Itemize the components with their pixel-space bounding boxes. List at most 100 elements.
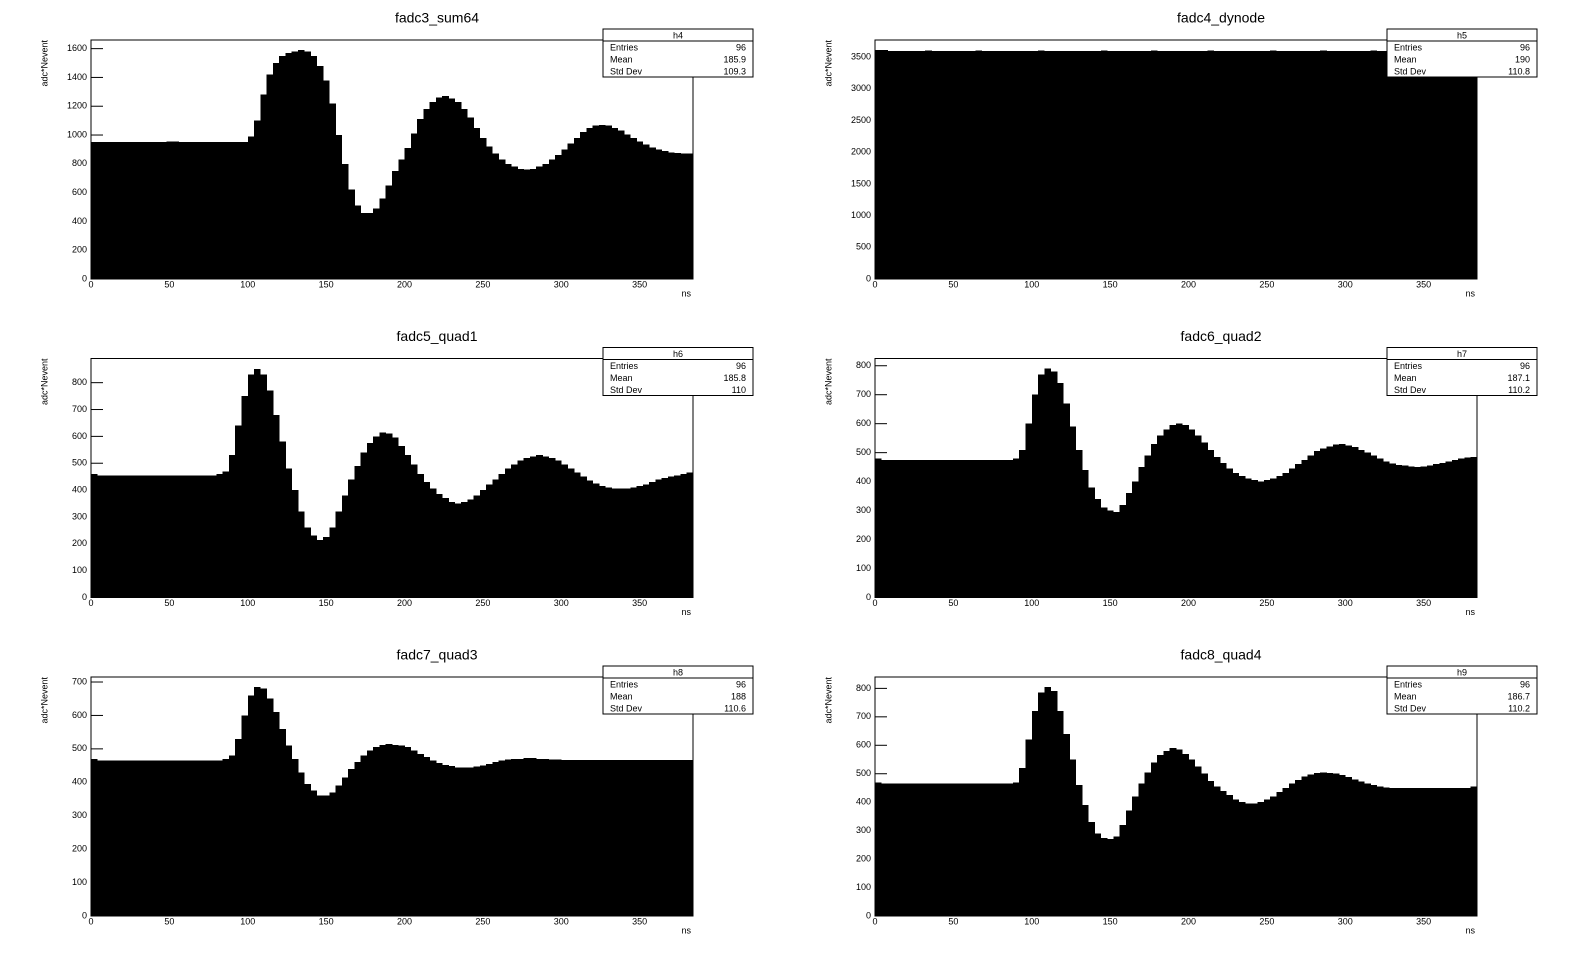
x-tick-label: 300: [1338, 598, 1353, 608]
bar: [1107, 50, 1114, 279]
bar: [91, 142, 98, 279]
bar: [624, 759, 631, 916]
bar: [1470, 786, 1478, 916]
bar: [398, 745, 405, 916]
bar: [573, 759, 581, 916]
bar: [900, 50, 907, 279]
bar: [1332, 50, 1340, 279]
bar: [630, 759, 637, 916]
bar: [987, 50, 995, 279]
bar: [159, 142, 167, 279]
bar: [1445, 50, 1453, 279]
bar: [580, 132, 587, 279]
bar: [1263, 480, 1271, 598]
stats-label: Mean: [610, 691, 633, 701]
bar: [931, 783, 939, 916]
bar: [642, 759, 650, 916]
x-tick-label: 0: [88, 598, 93, 608]
bar: [511, 464, 518, 598]
stats-value: 110: [732, 385, 746, 395]
x-tick-label: 0: [872, 598, 877, 608]
stats-value: 96: [1520, 679, 1530, 689]
stats-label: Std Dev: [1394, 703, 1427, 713]
bar: [1107, 510, 1114, 598]
bar: [197, 760, 205, 916]
bar: [1138, 783, 1146, 916]
bar: [1144, 772, 1152, 916]
bar: [1376, 458, 1384, 598]
bar: [335, 135, 343, 279]
bar: [624, 134, 631, 279]
y-tick-label: 400: [72, 777, 87, 787]
bar: [649, 147, 656, 279]
bar: [956, 783, 964, 916]
bar: [1063, 403, 1070, 598]
bar: [467, 499, 474, 598]
bar: [630, 487, 637, 598]
x-axis-label: ns: [1465, 288, 1475, 298]
bar: [1025, 423, 1033, 598]
bar: [598, 759, 606, 916]
stats-value: 110.6: [724, 703, 746, 713]
bar: [1433, 50, 1440, 279]
bar: [1401, 50, 1409, 279]
stats-label: Entries: [610, 679, 639, 689]
bar: [373, 436, 380, 598]
bar: [153, 475, 161, 598]
x-tick-label: 300: [554, 916, 569, 926]
stats-value: 96: [1520, 361, 1530, 371]
bar: [881, 50, 888, 279]
bar: [969, 783, 976, 916]
bar: [492, 153, 500, 279]
bar: [1119, 824, 1127, 916]
bar: [417, 119, 424, 280]
bar: [1301, 776, 1309, 916]
bar: [548, 759, 556, 916]
bar: [1125, 493, 1133, 598]
bar: [1276, 50, 1284, 279]
bar: [191, 475, 199, 598]
bar: [479, 490, 487, 598]
bar: [925, 50, 932, 280]
bar: [454, 503, 462, 598]
stats-value: 96: [736, 679, 746, 689]
bar: [448, 766, 456, 916]
bar: [555, 460, 562, 598]
y-tick-label: 100: [72, 565, 87, 575]
frame: [90, 358, 694, 598]
x-tick-label: 250: [1259, 279, 1274, 289]
bar: [987, 783, 995, 916]
bar: [1426, 787, 1434, 916]
bar: [937, 783, 945, 916]
bar: [486, 484, 493, 598]
x-axis-label: ns: [681, 925, 691, 935]
bar: [1301, 50, 1309, 279]
stats-box: h4 Entries 96 Mean 185.9 Std Dev 109.3: [602, 28, 754, 78]
bar: [1157, 755, 1164, 916]
y-tick-label: 700: [856, 389, 871, 399]
x-tick-label: 350: [632, 279, 647, 289]
x-tick-label: 100: [240, 598, 255, 608]
bar: [91, 758, 98, 916]
bar: [166, 760, 173, 916]
bar: [1000, 783, 1008, 916]
x-tick-label: 350: [1416, 279, 1431, 289]
bar: [272, 63, 280, 279]
bar: [1188, 429, 1196, 598]
bar: [636, 759, 644, 916]
y-tick-label: 0: [82, 592, 87, 602]
x-tick-label: 250: [475, 598, 490, 608]
bar: [1257, 50, 1265, 279]
bar: [504, 759, 512, 916]
bars: [875, 368, 1478, 598]
bar: [1288, 783, 1296, 916]
frame: [874, 676, 1478, 917]
bar: [354, 465, 362, 598]
bar: [348, 768, 355, 916]
bar: [1056, 383, 1064, 598]
bar: [228, 755, 236, 916]
stats-label: Entries: [1394, 42, 1423, 52]
bar: [116, 142, 123, 279]
y-tick-label: 500: [72, 458, 87, 468]
bar: [266, 390, 274, 598]
